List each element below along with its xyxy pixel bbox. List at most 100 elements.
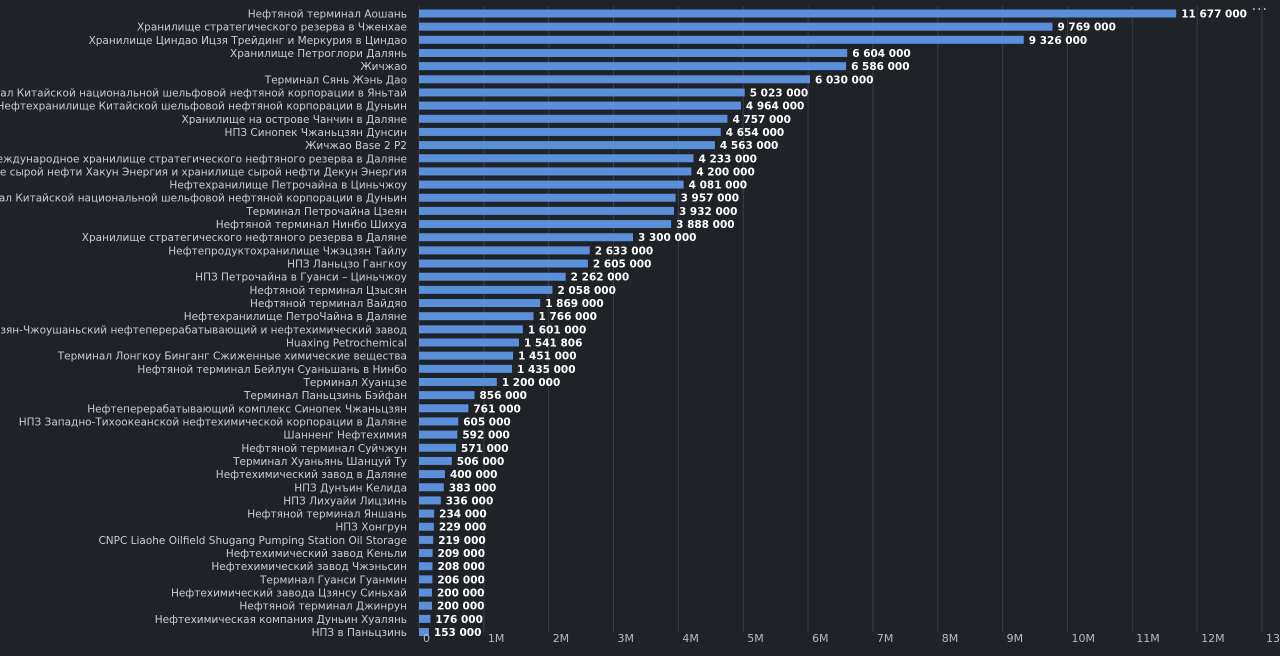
- value-label: 1 869 000: [545, 298, 603, 310]
- category-label: Терминал Китайской национальной шельфово…: [0, 87, 407, 99]
- x-tick-label: 0: [423, 632, 430, 645]
- x-tick-label: 4M: [682, 632, 699, 645]
- category-label: Шанненг Нефтехимия: [283, 430, 407, 442]
- bar: [419, 9, 1177, 18]
- value-label: 6 030 000: [815, 74, 873, 86]
- bar: [419, 75, 811, 84]
- bar: [419, 522, 434, 531]
- category-label: Huaxing Petrochemical: [286, 338, 407, 350]
- bar: [419, 220, 672, 229]
- category-label: Международное хранилище стратегического …: [0, 153, 407, 165]
- value-label: 4 757 000: [732, 114, 790, 126]
- value-label: 3 300 000: [638, 232, 696, 244]
- bar: [419, 483, 444, 492]
- value-label: 336 000: [446, 495, 494, 507]
- bar: [419, 496, 441, 505]
- bar: [419, 312, 534, 321]
- category-label: Нефтепродуктохранилище Чжэцзян Тайлу: [168, 245, 407, 257]
- bar: [419, 549, 433, 558]
- category-label: Терминал Сянь Жэнь Дао: [264, 74, 407, 86]
- bar: [419, 338, 519, 347]
- bar: [419, 364, 513, 373]
- category-label: Хранилище Циндао Ицзя Трейдинг и Меркури…: [89, 35, 407, 47]
- value-label: 2 633 000: [595, 245, 653, 257]
- value-label: 761 000: [473, 403, 520, 415]
- value-label: 11 677 000: [1181, 9, 1247, 21]
- value-label: 219 000: [438, 535, 486, 547]
- value-label: 208 000: [437, 561, 485, 573]
- bar: [419, 167, 692, 176]
- category-label: Нефтехимический завод в Даляне: [216, 469, 407, 481]
- category-label: Нефтяной терминал Бейлун Суаньшань в Нин…: [137, 364, 407, 376]
- value-label: 200 000: [437, 588, 485, 600]
- bar: [419, 509, 435, 518]
- bar: [419, 88, 745, 97]
- value-label: 1 200 000: [502, 377, 560, 389]
- bar: [419, 35, 1024, 44]
- category-label: Нефтяной терминал Джинрун: [239, 601, 407, 613]
- x-tick-label: 6M: [812, 632, 829, 645]
- category-label: CNPC Liaohe Oilfield Shugang Pumping Sta…: [98, 535, 407, 547]
- category-label: Хранилище Петроглори Далянь: [230, 48, 407, 60]
- bar: [419, 377, 497, 386]
- category-label: Нефтеперерабатывающий комплекс Синопек Ч…: [87, 403, 407, 415]
- category-label: НПЗ Лихуайи Лицзинь: [283, 495, 407, 507]
- bar: [419, 325, 523, 334]
- category-label: Нефтехранилище Петрочайна в Циньчжоу: [169, 180, 407, 192]
- bar: [419, 154, 694, 163]
- ellipsis-horizontal-icon[interactable]: ···: [1251, 2, 1268, 18]
- bar: [419, 575, 433, 584]
- value-label: 229 000: [439, 522, 487, 534]
- value-label: 234 000: [439, 509, 487, 521]
- value-label: 206 000: [437, 574, 485, 586]
- bar: [419, 443, 457, 452]
- category-label: Нефтяной терминал Суйчжун: [241, 443, 407, 455]
- value-label: 176 000: [435, 614, 483, 626]
- bar: [419, 259, 588, 268]
- category-label: НПЗ Петрочайна в Гуанси – Циньчжоу: [195, 272, 407, 284]
- value-label: 9 326 000: [1029, 35, 1087, 47]
- bar: [419, 562, 433, 571]
- value-label: 4 233 000: [698, 153, 756, 165]
- bar: [419, 101, 741, 110]
- bar: [419, 114, 728, 123]
- bar: [419, 233, 633, 242]
- value-label: 605 000: [463, 416, 511, 428]
- bar: [419, 470, 445, 479]
- value-label: 4 563 000: [720, 140, 778, 152]
- bar: [419, 588, 432, 597]
- value-label: 1 601 000: [528, 324, 586, 336]
- bar: [419, 22, 1053, 31]
- category-label: НПЗ Западно-Тихоокеанской нефтехимическо…: [19, 416, 407, 428]
- x-tick-label: 3M: [618, 632, 635, 645]
- category-label: Хранилище сырой нефти Хакун Энергия и хр…: [0, 166, 407, 178]
- value-label: 6 604 000: [852, 48, 910, 60]
- value-label: 4 654 000: [726, 127, 784, 139]
- bars: [419, 9, 1177, 637]
- x-tick-label: 12M: [1201, 632, 1225, 645]
- x-tick-label: 2M: [553, 632, 570, 645]
- bar: [419, 628, 429, 637]
- category-label: Терминал Петрочайна Цзеян: [245, 206, 407, 218]
- bar: [419, 601, 432, 610]
- value-label: 1 541 806: [524, 338, 582, 350]
- bar: [419, 246, 590, 255]
- category-label: Нефтехимический завод Кеньли: [226, 548, 407, 560]
- bar: [419, 48, 848, 57]
- category-label: Терминал Хуаньянь Шанцуй Ту: [232, 456, 407, 468]
- value-label: 506 000: [457, 456, 505, 468]
- value-label: 153 000: [434, 627, 482, 639]
- grid-lines: [418, 6, 1263, 632]
- bar: [419, 206, 674, 215]
- category-label: Нефтяной терминал Вайдяо: [250, 298, 407, 310]
- bar: [419, 285, 553, 294]
- category-label: Хранилище стратегического резерва в Чжен…: [137, 22, 407, 34]
- x-tick-label: 5M: [747, 632, 764, 645]
- value-label: 200 000: [437, 601, 485, 613]
- value-label: 2 262 000: [571, 272, 629, 284]
- bar: [419, 391, 475, 400]
- value-label: 4 081 000: [689, 180, 747, 192]
